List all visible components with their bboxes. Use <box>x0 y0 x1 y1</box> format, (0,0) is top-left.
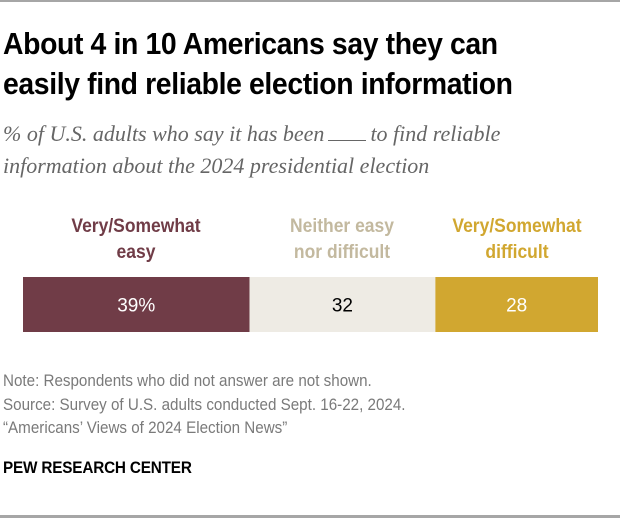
bar-segment-2 <box>435 277 598 332</box>
pew-logo-text: PEW RESEARCH CENTER <box>3 458 192 477</box>
category-label-line: Neither easy <box>290 216 395 237</box>
bar-segment-1 <box>249 277 436 332</box>
bar-segment-0 <box>23 277 250 332</box>
category-label-1: Neither easy nor difficult <box>250 214 434 266</box>
title-line-2: easily find reliable election informatio… <box>3 67 513 101</box>
subtitle-part-1: % of U.S. adults who say it has been <box>3 121 325 146</box>
category-label-line: nor difficult <box>294 242 391 263</box>
category-label-line: difficult <box>485 242 549 263</box>
bar-value-label-2: 28 <box>506 296 527 317</box>
subtitle-line-2: information about the 2024 presidential … <box>3 153 430 178</box>
bottom-rule <box>0 515 620 518</box>
top-rule <box>0 0 620 2</box>
note-text: Note: Respondents who did not answer are… <box>3 372 372 390</box>
notes: Note: Respondents who did not answer are… <box>3 370 406 441</box>
category-label-line: Very/Somewhat <box>71 216 201 237</box>
category-label-2: Very/Somewhat difficult <box>425 214 609 266</box>
chart-subtitle: % of U.S. adults who say it has been to f… <box>3 118 618 182</box>
report-title: “Americans’ Views of 2024 Election News” <box>3 419 288 437</box>
source-text: Source: Survey of U.S. adults conducted … <box>3 395 406 414</box>
title-line-1: About 4 in 10 Americans say they can <box>3 27 498 61</box>
category-label-line: easy <box>116 242 156 263</box>
category-label-0: Very/Somewhat easy <box>44 214 228 266</box>
category-label-line: Very/Somewhat <box>452 216 582 237</box>
chart-title: About 4 in 10 Americans say they can eas… <box>3 24 575 104</box>
bar-value-label-0: 39% <box>117 296 155 317</box>
subtitle-blank <box>328 124 367 141</box>
bar-value-label-1: 32 <box>332 296 353 317</box>
subtitle-part-2: to find reliable <box>370 121 501 146</box>
